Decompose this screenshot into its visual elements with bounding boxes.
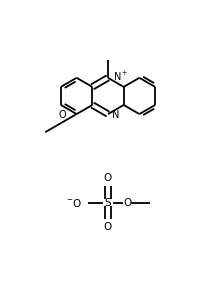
Text: N$^+$: N$^+$ <box>113 70 129 83</box>
Text: O: O <box>58 110 66 120</box>
Text: S: S <box>105 197 111 208</box>
Text: O: O <box>104 173 112 183</box>
Text: N: N <box>112 110 120 120</box>
Text: O: O <box>123 197 131 208</box>
Text: $^{-}$O: $^{-}$O <box>66 196 83 208</box>
Text: O: O <box>104 222 112 232</box>
